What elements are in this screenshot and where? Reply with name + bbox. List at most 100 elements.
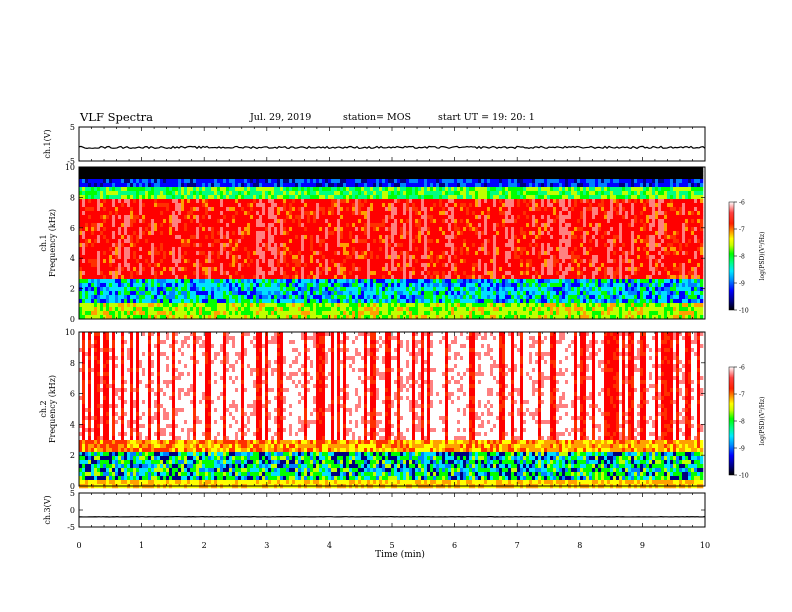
spectrogram-cell [298, 243, 302, 248]
spectrogram-cell [613, 259, 617, 264]
spectrogram-cell [184, 223, 188, 228]
spectrogram-cell [178, 243, 182, 248]
spectrogram-cell [520, 179, 524, 184]
spectrogram-cell [136, 223, 140, 228]
spectrogram-cell [436, 187, 440, 192]
spectrogram-cell [619, 191, 623, 196]
spectrogram-cell [568, 259, 572, 264]
spectrogram-cell [532, 223, 536, 228]
spectrogram-cell [610, 183, 614, 188]
spectrogram-cell [502, 179, 506, 184]
spectrogram-cell [544, 211, 548, 216]
spectrogram-cell [244, 231, 248, 236]
spectrogram-cell [589, 179, 593, 184]
spectrogram-cell [106, 179, 110, 184]
spectrogram-cell [664, 215, 668, 220]
spectrogram-cell [649, 231, 653, 236]
spectrogram-cell [304, 251, 308, 256]
spectrogram-cell [103, 211, 107, 216]
spectrogram-cell [199, 203, 203, 208]
spectrogram-cell [700, 215, 704, 220]
spectrogram-cell [130, 203, 134, 208]
spectrogram-cell [187, 251, 191, 256]
spectrogram-cell [304, 227, 308, 232]
spectrogram-cell [463, 259, 467, 264]
spectrogram-cell [247, 207, 251, 212]
spectrogram-cell [202, 195, 206, 200]
spectrogram-cell [364, 175, 368, 180]
spectrogram-cell [580, 223, 584, 228]
spectrogram-cell [241, 251, 245, 256]
spectrogram-cell [265, 247, 269, 252]
spectrogram-cell [613, 203, 617, 208]
spectrogram-cell [208, 191, 212, 196]
spectrogram-cell [145, 191, 149, 196]
spectrogram-cell [172, 247, 176, 252]
spectrogram-cell [301, 227, 305, 232]
spectrogram-cell [373, 239, 377, 244]
spectrogram-cell [481, 191, 485, 196]
spectrogram-cell [535, 243, 539, 248]
spectrogram-cell [598, 235, 602, 240]
spectrogram-cell [640, 187, 644, 192]
spectrogram-cell [472, 207, 476, 212]
spectrogram-cell [502, 223, 506, 228]
spectrogram-cell [448, 227, 452, 232]
spectrogram-cell [241, 191, 245, 196]
spectrogram-cell [208, 195, 212, 200]
spectrogram-cell [352, 227, 356, 232]
spectrogram-cell [571, 255, 575, 260]
spectrogram-cell [523, 183, 527, 188]
spectrogram-cell [640, 251, 644, 256]
spectrogram-cell [235, 247, 239, 252]
spectrogram-cell [568, 179, 572, 184]
spectrogram-cell [481, 167, 485, 172]
spectrogram-cell [568, 167, 572, 172]
spectrogram-cell [142, 219, 146, 224]
spectrogram-cell [316, 255, 320, 260]
spectrogram-cell [352, 251, 356, 256]
station-label: station= MOS [343, 112, 412, 123]
spectrogram-cell [601, 191, 605, 196]
spectrogram-cell [490, 243, 494, 248]
spectrogram-cell [220, 227, 224, 232]
spectrogram-cell [460, 223, 464, 228]
spectrogram-cell [100, 227, 104, 232]
spectrogram-cell [523, 231, 527, 236]
spectrogram-cell [457, 207, 461, 212]
spectrogram-cell [517, 247, 521, 252]
spectrogram-cell [271, 247, 275, 252]
spectrogram-cell [172, 235, 176, 240]
spectrogram-cell [97, 231, 101, 236]
spectrogram-cell [496, 187, 500, 192]
spectrogram-cell [673, 251, 677, 256]
spectrogram-cell [100, 171, 104, 176]
spectrogram-cell [571, 199, 575, 204]
spectrogram-cell [241, 255, 245, 260]
spectrogram-cell [538, 211, 542, 216]
spectrogram-cell [256, 203, 260, 208]
spectrogram-cell [424, 243, 428, 248]
spectrogram-cell [355, 179, 359, 184]
spectrogram-cell [325, 215, 329, 220]
spectrogram-cell [541, 179, 545, 184]
spectrogram-cell [397, 175, 401, 180]
spectrogram-cell [286, 171, 290, 176]
spectrogram-cell [127, 191, 131, 196]
spectrogram-cell [112, 167, 116, 172]
spectrogram-cell [619, 195, 623, 200]
spectrogram-cell [271, 207, 275, 212]
spectrogram-cell [226, 183, 230, 188]
spectrogram-cell [649, 195, 653, 200]
spectrogram-cell [319, 219, 323, 224]
spectrogram-cell [439, 247, 443, 252]
spectrogram-cell [562, 239, 566, 244]
spectrogram-cell [286, 195, 290, 200]
spectrogram-cell [631, 203, 635, 208]
spectrogram-cell [118, 211, 122, 216]
spectrogram-cell [664, 243, 668, 248]
spectrogram-cell [448, 239, 452, 244]
spectrogram-cell [658, 251, 662, 256]
spectrogram-cell [607, 167, 611, 172]
spectrogram-cell [511, 183, 515, 188]
